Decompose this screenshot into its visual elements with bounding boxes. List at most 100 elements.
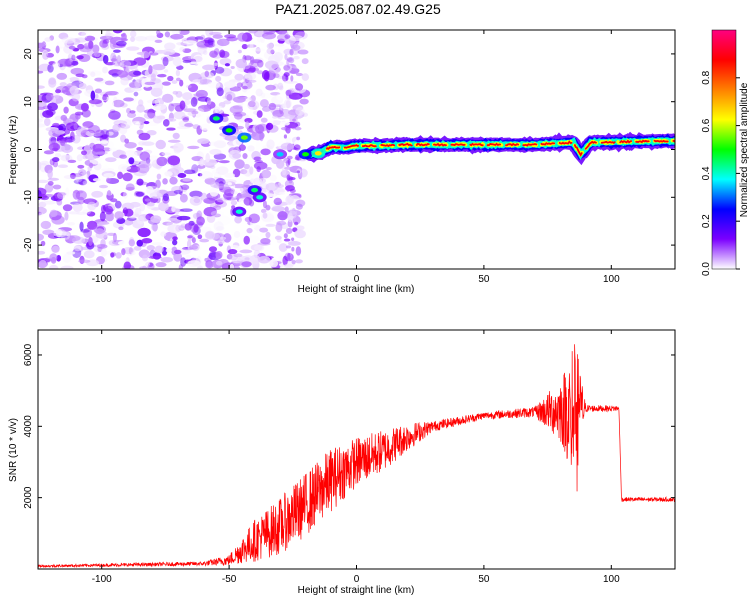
spectrogram-speckle <box>273 197 282 206</box>
spectrogram-speckle <box>256 70 264 75</box>
spectrogram-speckle <box>295 121 301 127</box>
spectrogram-speckle <box>78 82 87 90</box>
spectrogram-speckle <box>247 145 255 152</box>
spectrogram-speckle <box>182 178 192 182</box>
spectrogram-speckle <box>252 105 258 111</box>
snr-x-ticks: -100 -50 0 50 100 <box>92 330 620 585</box>
spectrogram-speckle <box>260 208 267 214</box>
spectrogram-speckle <box>68 77 80 83</box>
spectrogram-speckle <box>205 153 211 163</box>
spectrogram-speckle <box>110 252 115 258</box>
spectrogram-speckle <box>129 30 137 38</box>
spectrogram-speckle <box>112 61 119 68</box>
spectrogram-speckle <box>56 72 68 80</box>
spectrogram-speckle <box>283 134 288 139</box>
spectrogram-speckle <box>255 47 261 54</box>
spectrogram-speckle <box>237 32 248 42</box>
spectrogram-speckle <box>295 72 303 77</box>
spectrogram-speckle <box>189 61 198 65</box>
spectrogram-speckle <box>189 195 203 206</box>
spectrogram-speckle <box>265 122 274 131</box>
spectrogram-speckle <box>49 253 58 262</box>
spectrogram-speckle <box>171 205 176 213</box>
spectrogram-speckle <box>283 233 288 239</box>
spectrogram-speckle <box>260 148 271 156</box>
spectrogram-speckle <box>216 197 228 203</box>
spectrogram-speckle <box>74 172 83 183</box>
spectrogram-speckle <box>239 187 244 193</box>
spectrogram-speckle <box>100 239 106 248</box>
spectrogram-speckle <box>139 266 148 269</box>
spectrogram-speckle <box>169 176 178 185</box>
spectrogram-speckle <box>274 43 285 47</box>
spectrogram-speckle <box>71 91 81 102</box>
spectrogram-speckle <box>176 125 191 130</box>
spectrogram-speckle <box>166 190 178 196</box>
spectrogram-speckle <box>73 122 78 130</box>
spectrogram-speckle <box>227 182 232 186</box>
spectrogram-speckle <box>50 95 64 104</box>
spectrogram-speckle <box>172 56 182 67</box>
spectrogram-speckle <box>187 260 201 268</box>
x-tick-label: 100 <box>603 274 620 285</box>
spectrogram-speckle <box>71 134 81 144</box>
spectrogram-speckle <box>78 75 83 84</box>
spectrogram-speckle <box>114 200 122 209</box>
spectrogram-speckle <box>100 248 108 257</box>
spectrogram-speckle <box>128 97 137 103</box>
spectrogram-speckle <box>265 182 279 192</box>
spectrogram-speckle <box>106 30 111 34</box>
spectrogram-speckle <box>82 180 91 186</box>
spectrogram-speckle <box>38 42 46 47</box>
spectrogram-speckle <box>175 90 183 98</box>
spectrogram-speckle <box>157 73 167 78</box>
spectrogram-speckle <box>95 228 104 235</box>
spectrogram-speckle <box>294 221 299 226</box>
spectrogram-speckle <box>280 142 295 151</box>
spectrogram-speckle <box>167 217 179 221</box>
spectrogram-speckle <box>89 162 94 169</box>
spectrogram-speckle <box>214 105 224 115</box>
spectrogram-speckle <box>260 117 268 123</box>
spectrogram-speckle <box>49 158 55 166</box>
spectrogram-speckle <box>292 118 296 122</box>
spectrogram-speckle <box>134 79 143 89</box>
spectrogram-speckle <box>251 48 266 52</box>
spectrogram-speckle <box>56 192 66 200</box>
spectrogram-speckle <box>48 264 59 269</box>
spectrogram-speckle <box>269 259 279 268</box>
spectrogram-speckle <box>110 188 121 196</box>
spectrogram-speckle <box>283 98 292 109</box>
spectrogram-speckle <box>103 173 114 178</box>
spectrogram-speckle <box>266 43 274 50</box>
spectrogram-speckle <box>239 249 253 254</box>
spectrogram-speckle <box>288 180 293 184</box>
spectrogram-speckle <box>209 50 218 58</box>
spectrogram-speckle <box>171 80 178 84</box>
spectrogram-speckle <box>253 156 262 161</box>
spectrogram-speckle <box>86 211 96 217</box>
spectrogram-speckle <box>262 200 267 209</box>
spectrogram-speckle <box>203 206 217 217</box>
spectrogram-speckle <box>38 233 45 241</box>
spectrogram-speckle <box>173 249 182 255</box>
spectrogram-speckle <box>261 169 272 179</box>
snr-y-label: SNR (10 * v/v) <box>8 418 19 482</box>
spectrogram-speckle <box>43 150 54 155</box>
spectrogram-speckle <box>208 246 218 253</box>
spectrogram-speckle <box>38 118 43 123</box>
spectrogram-speckle <box>171 30 181 35</box>
spectrogram-speckle <box>284 206 289 213</box>
spectrogram-speckle <box>233 96 246 103</box>
spectrogram-speckle <box>295 203 303 210</box>
spectrogram-speckle <box>233 230 241 239</box>
spectrogram-speckle <box>63 106 69 114</box>
spectrogram-speckle <box>226 253 233 260</box>
spectrogram-speckle <box>205 261 214 269</box>
spectrogram-speckle <box>203 158 217 166</box>
spectrogram-speckle <box>51 244 60 253</box>
spectrogram-speckle <box>284 54 288 61</box>
spectrogram-speckle <box>118 125 128 135</box>
spectrogram-speckle <box>288 210 297 219</box>
spectrogram-speckle <box>253 177 263 187</box>
